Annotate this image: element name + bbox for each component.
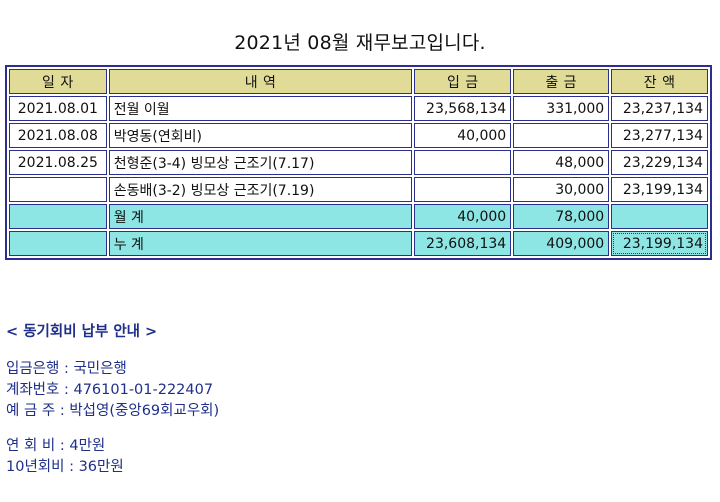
row-balance: 23,199,134 xyxy=(611,177,708,202)
payment-notice: < 동기회비 납부 안내 > 입금은행 : 국민은행 계좌번호 : 476101… xyxy=(6,320,219,478)
notice-heading: < 동기회비 납부 안내 > xyxy=(6,324,158,340)
row-balance: 23,229,134 xyxy=(611,150,708,175)
notice-account-number: 계좌번호 : 476101-01-222407 xyxy=(6,382,214,398)
table-row: 손동배(3-2) 빙모상 근조기(7.19) 30,000 23,199,134 xyxy=(9,177,708,202)
cumulative-total-row: 누 계 23,608,134 409,000 23,199,134 xyxy=(9,231,708,256)
header-description: 내 역 xyxy=(108,69,413,94)
monthly-total-label: 월 계 xyxy=(108,204,413,229)
row-balance: 23,237,134 xyxy=(611,96,708,121)
row-date: 2021.08.01 xyxy=(9,96,107,121)
row-expense: 30,000 xyxy=(513,177,610,202)
row-income: 40,000 xyxy=(414,123,512,148)
row-description: 박영동(연회비) xyxy=(108,123,413,148)
cumulative-total-date xyxy=(9,231,107,256)
notice-bank: 입금은행 : 국민은행 xyxy=(6,361,127,377)
table-row: 2021.08.08 박영동(연회비) 40,000 23,277,134 xyxy=(9,123,708,148)
page-title: 2021년 08월 재무보고입니다. xyxy=(234,32,486,54)
finance-table: 일 자 내 역 입 금 출 금 잔 액 2021.08.01 전월 이월 23,… xyxy=(5,65,712,260)
monthly-total-row: 월 계 40,000 78,000 xyxy=(9,204,708,229)
table-row: 2021.08.01 전월 이월 23,568,134 331,000 23,2… xyxy=(9,96,708,121)
header-expense: 출 금 xyxy=(513,69,610,94)
row-expense xyxy=(513,123,610,148)
header-balance: 잔 액 xyxy=(611,69,708,94)
header-date: 일 자 xyxy=(9,69,107,94)
cumulative-total-balance[interactable]: 23,199,134 xyxy=(611,231,708,256)
cumulative-total-expense: 409,000 xyxy=(513,231,610,256)
notice-annual-fee: 연 회 비 : 4만원 xyxy=(6,438,106,454)
notice-ten-year-fee: 10년회비 : 36만원 xyxy=(6,459,124,475)
row-description: 천형준(3-4) 빙모상 근조기(7.17) xyxy=(108,150,413,175)
row-income xyxy=(414,150,512,175)
cumulative-total-income: 23,608,134 xyxy=(414,231,512,256)
table-header-row: 일 자 내 역 입 금 출 금 잔 액 xyxy=(9,69,708,94)
row-date: 2021.08.25 xyxy=(9,150,107,175)
header-income: 입 금 xyxy=(414,69,512,94)
notice-account-holder: 예 금 주 : 박섭영(중앙69회교우회) xyxy=(6,403,220,419)
monthly-total-balance xyxy=(611,204,708,229)
monthly-total-expense: 78,000 xyxy=(513,204,610,229)
row-expense: 48,000 xyxy=(513,150,610,175)
cumulative-total-label: 누 계 xyxy=(108,231,413,256)
row-expense: 331,000 xyxy=(513,96,610,121)
row-balance: 23,277,134 xyxy=(611,123,708,148)
row-income xyxy=(414,177,512,202)
row-income: 23,568,134 xyxy=(414,96,512,121)
row-description: 전월 이월 xyxy=(108,96,413,121)
notice-spacer xyxy=(6,422,219,436)
table-row: 2021.08.25 천형준(3-4) 빙모상 근조기(7.17) 48,000… xyxy=(9,150,708,175)
monthly-total-income: 40,000 xyxy=(414,204,512,229)
row-date xyxy=(9,177,107,202)
row-date: 2021.08.08 xyxy=(9,123,107,148)
row-description: 손동배(3-2) 빙모상 근조기(7.19) xyxy=(108,177,413,202)
monthly-total-date xyxy=(9,204,107,229)
